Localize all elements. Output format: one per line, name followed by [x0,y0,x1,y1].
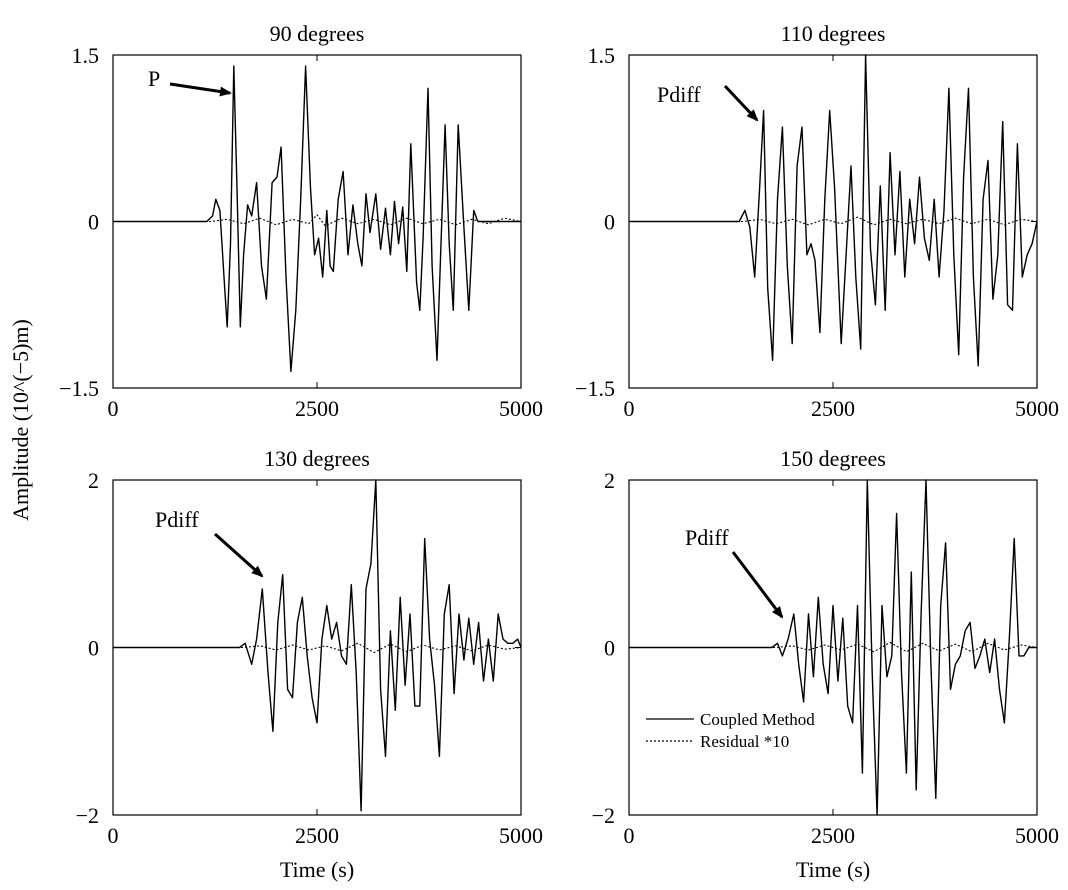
series-residual [629,641,1038,653]
panel-title: 150 degrees [780,446,886,471]
y-tick-label: 0 [604,210,615,235]
y-tick-label: −2 [592,803,615,828]
chart-panel-2: 110 degrees 0 2500 5000 1.5 0 −1.5 Pdiff [575,21,1059,421]
y-tick-label: 2 [88,468,99,493]
x-tick-label: 2500 [811,823,855,848]
chart-panel-3: 130 degrees 0 2500 5000 2 0 −2 Time (s) Pdiff [76,446,543,882]
annotation-label: Pdiff [685,525,729,550]
panel-title: 110 degrees [781,21,886,46]
chart-panel-4: 150 degrees 0 2500 5000 2 0 −2 Time (s) Pdiff [592,446,1059,882]
y-tick-label: −1.5 [59,376,99,401]
legend-label: Coupled Method [700,710,815,729]
x-tick-label: 0 [624,823,635,848]
legend-label: Residual *10 [700,732,789,751]
x-tick-label: 2500 [295,823,339,848]
x-tick-label: 0 [108,396,119,421]
panel-title: 90 degrees [270,21,365,46]
annotation-label: Pdiff [657,82,701,107]
x-tick-label: 5000 [499,396,543,421]
annotation-label: Pdiff [155,507,199,532]
series-residual [113,642,522,654]
y-tick-label: 2 [604,468,615,493]
annotation-label: P [148,66,160,91]
y-axis-label: Amplitude (10^(−5)m) [8,319,33,521]
x-axis-label: Time (s) [796,857,870,882]
y-tick-label: −2 [76,803,99,828]
annotation-arrow [169,82,232,97]
x-tick-label: 0 [108,823,119,848]
chart-panel-1: 90 degrees 0 2500 5000 1.5 0 −1.5 P [59,21,543,421]
y-tick-label: 0 [88,210,99,235]
y-tick-label: 1.5 [588,43,616,68]
x-tick-label: 5000 [1015,396,1059,421]
annotation-arrow [731,551,784,619]
panel-title: 130 degrees [264,446,370,471]
legend: Coupled Method Residual *10 [646,710,815,751]
x-tick-label: 0 [624,396,635,421]
annotation-arrow [214,532,264,578]
annotation-arrow [723,84,759,122]
y-tick-label: 0 [604,636,615,661]
series-coupled-method [629,54,1038,367]
x-tick-label: 2500 [295,396,339,421]
y-tick-label: 1.5 [72,43,100,68]
series-residual [629,216,1038,226]
y-tick-label: 0 [88,636,99,661]
x-axis-label: Time (s) [280,857,354,882]
series-coupled-method [113,479,522,812]
x-tick-label: 5000 [1015,823,1059,848]
series-coupled-method [629,479,1037,816]
x-tick-label: 2500 [811,396,855,421]
x-tick-label: 5000 [499,823,543,848]
y-tick-label: −1.5 [575,376,615,401]
series-residual [113,214,522,227]
series-coupled-method [113,65,521,373]
